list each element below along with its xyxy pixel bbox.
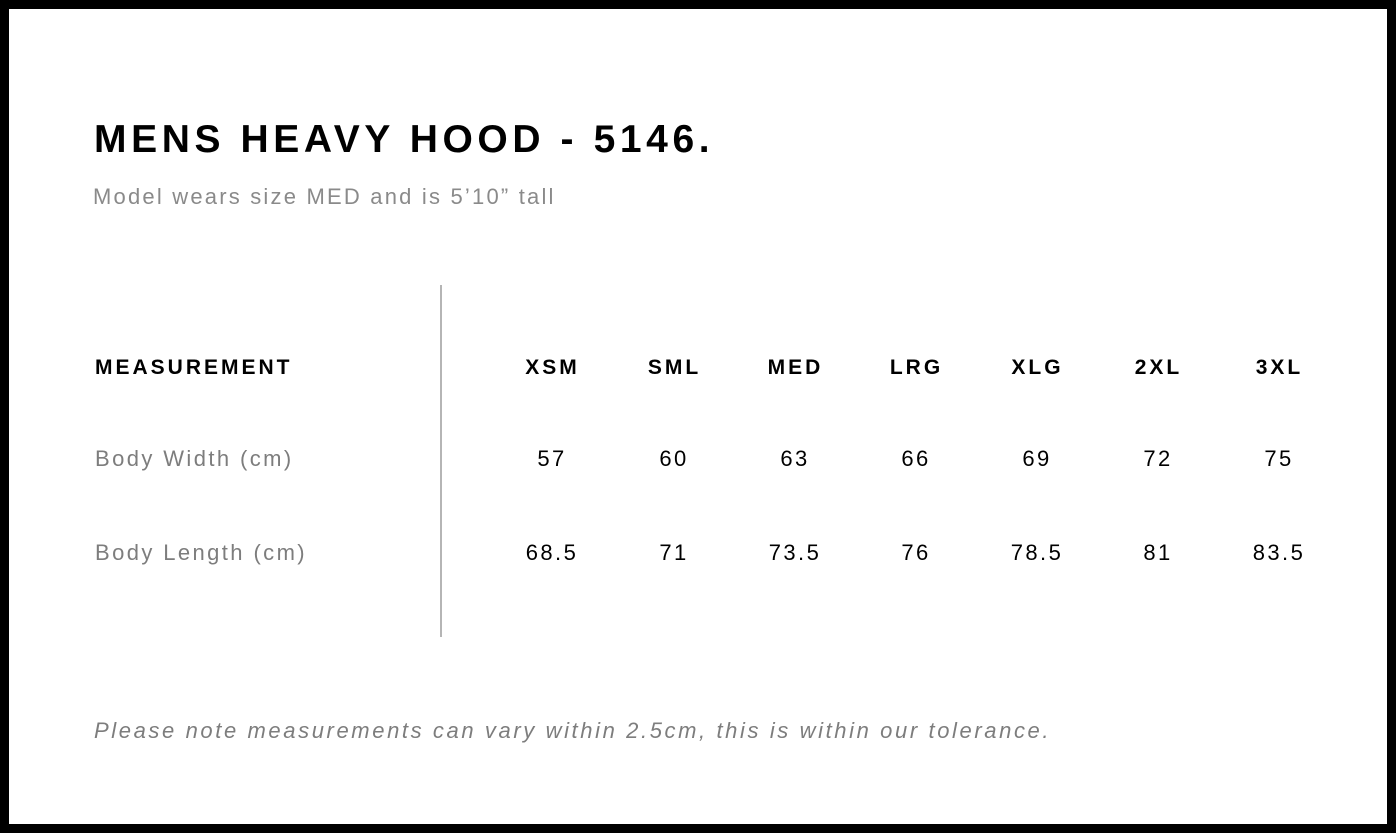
subtitle: Model wears size MED and is 5’10” tall	[93, 184, 556, 209]
tolerance-note: Please note measurements can vary within…	[94, 718, 1052, 743]
table-cell: 72	[1143, 446, 1173, 471]
row-label-body-length: Body Length (cm)	[95, 540, 308, 565]
row-label-body-width: Body Width (cm)	[95, 446, 294, 471]
size-chart-card: MENS HEAVY HOOD - 5146. Model wears size…	[9, 9, 1387, 824]
table-cell: 75	[1264, 446, 1294, 471]
size-header-lrg: LRG	[889, 356, 944, 379]
table-cell: 83.5	[1252, 540, 1306, 565]
size-header-med: MED	[767, 356, 824, 379]
size-header-2xl: 2XL	[1134, 356, 1183, 379]
table-cell: 81	[1143, 540, 1173, 565]
page-title: MENS HEAVY HOOD - 5146.	[94, 118, 715, 161]
size-header-xsm: XSM	[525, 356, 580, 379]
size-header-xlg: XLG	[1011, 356, 1064, 379]
table-cell: 76	[901, 540, 931, 565]
table-cell: 66	[901, 446, 931, 471]
table-cell: 71	[659, 540, 689, 565]
measurement-header: MEASUREMENT	[95, 356, 293, 379]
table-cell: 78.5	[1010, 540, 1064, 565]
size-header-3xl: 3XL	[1255, 356, 1304, 379]
table-cell: 57	[537, 446, 567, 471]
table-cell: 68.5	[525, 540, 579, 565]
table-cell: 73.5	[768, 540, 822, 565]
table-cell: 69	[1022, 446, 1052, 471]
table-cell: 60	[659, 446, 689, 471]
table-cell: 63	[780, 446, 810, 471]
size-header-sml: SML	[647, 356, 702, 379]
column-divider	[440, 285, 442, 637]
